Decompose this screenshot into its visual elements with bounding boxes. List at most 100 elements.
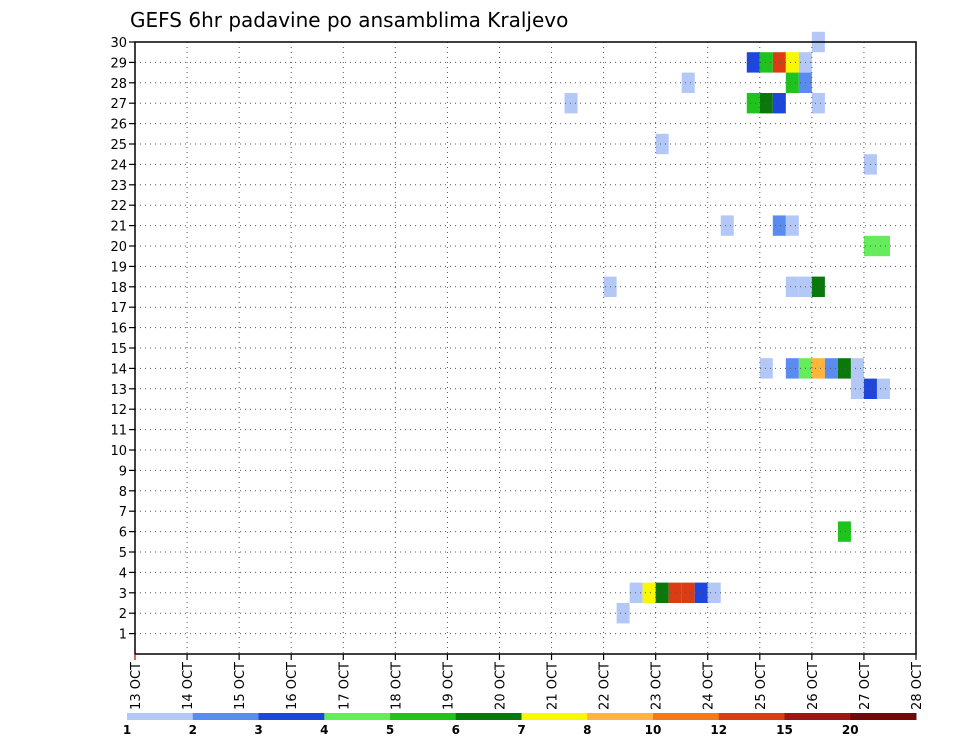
colorbar-label: 15 — [776, 723, 793, 737]
x-tick-label: 23 OCT — [650, 662, 665, 710]
precip-cell — [772, 215, 786, 236]
x-tick-label: 26 OCT — [806, 662, 821, 710]
precip-cell — [772, 93, 786, 114]
y-tick-label: 20 — [110, 240, 127, 255]
colorbar-label: 20 — [842, 723, 859, 737]
precip-cell — [850, 378, 864, 399]
precip-cell — [746, 93, 760, 114]
precip-cell — [681, 582, 695, 603]
colorbar-swatch — [784, 713, 851, 720]
precip-cell — [655, 582, 669, 603]
y-tick-label: 26 — [110, 118, 127, 133]
colorbar-swatch — [258, 713, 325, 720]
y-tick-label: 27 — [110, 97, 127, 112]
precip-cell — [746, 52, 760, 73]
colorbar-swatch — [850, 713, 917, 720]
x-tick-label: 24 OCT — [702, 662, 717, 710]
chart-title: GEFS 6hr padavine po ansamblima Kraljevo — [130, 8, 568, 32]
colorbar-label: 8 — [583, 723, 591, 737]
precip-cell — [759, 93, 773, 114]
colorbar-label: 4 — [320, 723, 328, 737]
precip-cell — [876, 378, 890, 399]
colorbar-label: 1 — [123, 723, 131, 737]
y-tick-label: 25 — [110, 138, 127, 153]
y-tick-label: 9 — [119, 464, 127, 479]
y-tick-label: 8 — [119, 485, 127, 500]
y-tick-label: 28 — [110, 77, 127, 92]
colorbar-label: 3 — [254, 723, 262, 737]
y-tick-label: 1 — [119, 628, 127, 643]
y-tick-label: 15 — [110, 342, 127, 357]
precip-cell — [785, 52, 799, 73]
x-tick-label: 19 OCT — [441, 662, 456, 710]
colorbar-swatch — [127, 713, 194, 720]
precip-cell — [772, 52, 786, 73]
precip-cell — [759, 52, 773, 73]
precip-cell — [811, 93, 825, 114]
y-tick-label: 29 — [110, 56, 127, 71]
precip-cell — [616, 603, 630, 624]
y-tick-label: 10 — [110, 444, 127, 459]
colorbar-label: 6 — [452, 723, 460, 737]
x-tick-label: 13 OCT — [129, 662, 144, 710]
precip-cell — [876, 235, 890, 257]
colorbar-swatch — [718, 713, 785, 720]
x-tick-label: 21 OCT — [546, 662, 561, 710]
colorbar-label: 7 — [517, 723, 525, 737]
precip-cell — [837, 358, 851, 379]
y-tick-label: 19 — [110, 260, 127, 275]
precip-cell — [720, 215, 734, 236]
x-tick-label: 28 OCT — [910, 662, 925, 710]
colorbar-swatch — [587, 713, 654, 720]
x-tick-label: 22 OCT — [598, 662, 613, 710]
precip-cell — [785, 276, 799, 297]
y-tick-label: 7 — [119, 505, 127, 520]
y-tick-label: 2 — [119, 607, 127, 622]
colorbar-swatch — [455, 713, 522, 720]
y-tick-label: 17 — [110, 301, 127, 316]
precip-cell — [811, 358, 825, 379]
x-tick-label: 14 OCT — [181, 662, 196, 710]
precip-cell — [837, 521, 851, 542]
x-tick-label: 16 OCT — [285, 662, 300, 710]
y-tick-label: 5 — [119, 546, 127, 561]
y-tick-label: 18 — [110, 281, 127, 296]
y-tick-label: 23 — [110, 179, 127, 194]
colorbar: 1 2 3 4 5 6 7 8 10 12 15 20 — [123, 713, 917, 737]
x-tick-label: 17 OCT — [337, 662, 352, 710]
precip-cell — [655, 133, 669, 155]
colorbar-swatch — [521, 713, 588, 720]
precip-cell — [694, 582, 708, 603]
precip-cell — [642, 582, 656, 603]
precip-cell — [824, 358, 838, 379]
precip-cell — [785, 358, 799, 379]
precip-cell — [707, 582, 721, 603]
colorbar-label: 5 — [386, 723, 394, 737]
cells-layer — [564, 31, 890, 624]
y-tick-label: 4 — [119, 566, 127, 581]
y-tick-label: 13 — [110, 383, 127, 398]
grid-layer — [135, 42, 916, 654]
y-tick-label: 24 — [110, 158, 127, 173]
y-tick-label: 14 — [110, 362, 127, 377]
y-tick-label: 3 — [119, 587, 127, 602]
precip-cell — [811, 276, 825, 297]
y-tick-label: 12 — [110, 403, 127, 418]
colorbar-label: 12 — [710, 723, 727, 737]
x-tick-label: 25 OCT — [754, 662, 769, 710]
precip-cell — [681, 72, 695, 93]
y-tick-label: 6 — [119, 526, 127, 541]
precip-cell — [785, 215, 799, 236]
colorbar-swatch — [653, 713, 720, 720]
x-axis: 13 OCT 14 OCT 15 OCT 16 OCT 17 OCT 18 OCT 19 O… — [129, 654, 925, 710]
colorbar-label: 2 — [189, 723, 197, 737]
colorbar-label: 10 — [645, 723, 662, 737]
y-tick-label: 11 — [110, 424, 127, 439]
x-tick-label: 18 OCT — [389, 662, 404, 710]
x-tick-label: 15 OCT — [233, 662, 248, 710]
y-axis: 1234567891011121314151617181920212223242… — [110, 36, 135, 643]
precip-cell — [564, 93, 578, 114]
x-tick-label: 20 OCT — [494, 662, 509, 710]
colorbar-swatch — [324, 713, 391, 720]
